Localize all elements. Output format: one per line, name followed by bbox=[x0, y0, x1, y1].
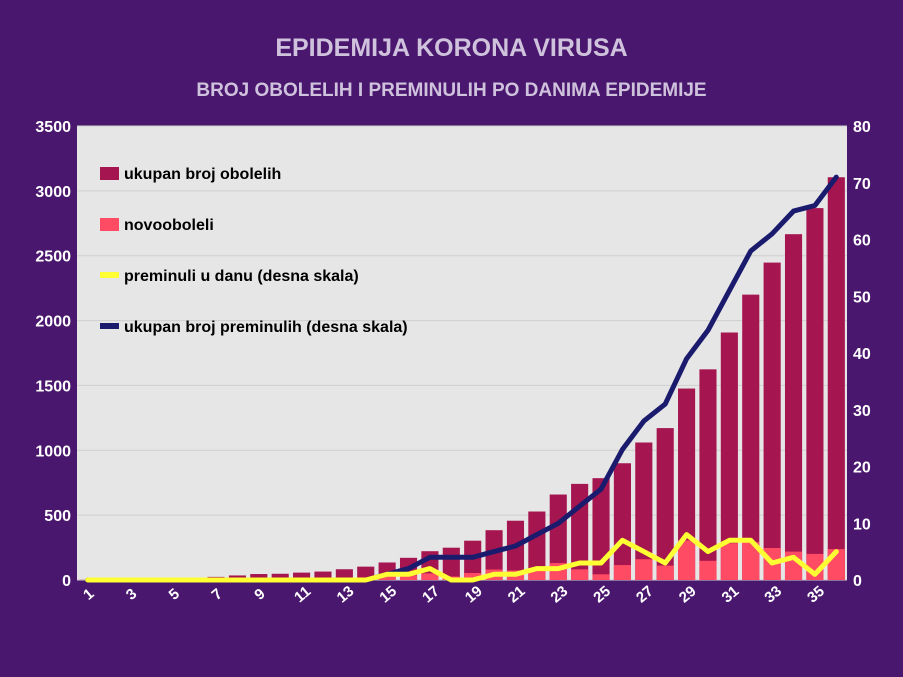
y-left-tick-label: 0 bbox=[62, 573, 71, 590]
x-tick-label: 27 bbox=[633, 583, 657, 607]
y-left-tick-label: 1000 bbox=[35, 443, 71, 460]
bar-total-cases bbox=[806, 208, 824, 581]
y-left-tick-label: 3000 bbox=[35, 184, 71, 201]
bar-new-cases bbox=[378, 575, 396, 580]
y-left-tick-label: 3500 bbox=[35, 119, 71, 136]
x-tick-label: 25 bbox=[590, 583, 614, 607]
y-left-tick-label: 2500 bbox=[35, 249, 71, 266]
bar-new-cases bbox=[635, 559, 653, 580]
bar-total-cases bbox=[335, 569, 353, 580]
bar-total-cases bbox=[763, 262, 781, 580]
y-right-tick-label: 80 bbox=[853, 119, 871, 136]
bar-total-cases bbox=[613, 463, 631, 580]
y-left-tick-label: 500 bbox=[44, 508, 71, 525]
bar-total-cases bbox=[549, 494, 567, 580]
bar-total-cases bbox=[678, 388, 696, 580]
x-tick-label: 17 bbox=[419, 583, 443, 607]
y-right-tick-label: 40 bbox=[853, 346, 871, 363]
x-tick-label: 9 bbox=[251, 585, 268, 603]
legend-label: ukupan broj obolelih bbox=[124, 166, 281, 183]
bar-new-cases bbox=[571, 569, 589, 580]
bar-total-cases bbox=[271, 573, 289, 580]
bar-total-cases bbox=[742, 294, 760, 580]
legend-swatch bbox=[100, 167, 119, 180]
bar-new-cases bbox=[720, 543, 738, 580]
x-tick-label: 15 bbox=[376, 583, 400, 607]
legend-label: ukupan broj preminulih (desna skala) bbox=[124, 319, 408, 336]
bar-new-cases bbox=[699, 560, 717, 580]
x-tick-label: 23 bbox=[548, 583, 572, 607]
bar-new-cases bbox=[464, 572, 482, 580]
legend-label: novooboleli bbox=[124, 217, 214, 234]
x-tick-label: 35 bbox=[804, 583, 828, 607]
x-tick-label: 19 bbox=[462, 583, 486, 607]
chart-title: EPIDEMIJA KORONA VIRUSA bbox=[275, 34, 628, 62]
legend-label: preminuli u danu (desna skala) bbox=[124, 268, 359, 285]
bar-total-cases bbox=[485, 530, 503, 580]
x-tick-label: 21 bbox=[505, 583, 529, 607]
line-daily-deaths bbox=[85, 532, 839, 583]
bar-total-cases bbox=[464, 540, 482, 580]
y-right-tick-label: 50 bbox=[853, 289, 871, 306]
x-tick-label: 1 bbox=[80, 585, 97, 603]
y-right-tick-label: 30 bbox=[853, 403, 871, 420]
y-right-tick-label: 10 bbox=[853, 516, 871, 533]
y-right-tick-label: 60 bbox=[853, 233, 871, 250]
x-tick-label: 29 bbox=[676, 583, 700, 607]
x-tick-label: 11 bbox=[291, 583, 314, 606]
x-tick-label: 31 bbox=[719, 583, 743, 607]
plot-area bbox=[77, 126, 847, 580]
y-right-tick-label: 70 bbox=[853, 176, 871, 193]
bar-total-cases bbox=[293, 572, 311, 580]
bar-total-cases bbox=[720, 332, 738, 580]
y-right-tick-label: 20 bbox=[853, 460, 871, 477]
x-tick-label: 5 bbox=[166, 585, 183, 603]
bar-total-cases bbox=[592, 478, 610, 580]
bar-new-cases bbox=[399, 575, 418, 580]
y-left-tick-label: 2000 bbox=[35, 314, 71, 331]
bar-total-cases bbox=[314, 571, 332, 580]
x-tick-label: 13 bbox=[334, 583, 358, 607]
chart-subtitle: BROJ OBOLELIH I PREMINULIH PO DANIMA EPI… bbox=[196, 80, 707, 101]
y-left-tick-label: 1500 bbox=[35, 378, 71, 395]
bar-total-cases bbox=[784, 234, 803, 581]
bar-total-cases bbox=[656, 428, 674, 580]
bar-total-cases bbox=[699, 369, 717, 580]
bar-new-cases bbox=[528, 570, 546, 580]
y-right-tick-label: 0 bbox=[853, 573, 862, 590]
bar-total-cases bbox=[528, 511, 546, 580]
legend-swatch bbox=[100, 272, 119, 278]
x-tick-label: 3 bbox=[123, 585, 140, 603]
bar-new-cases bbox=[656, 565, 674, 580]
bar-total-cases bbox=[827, 177, 845, 581]
bar-new-cases bbox=[613, 565, 631, 580]
bar-new-cases bbox=[678, 540, 696, 580]
bar-total-cases bbox=[250, 574, 268, 580]
legend-swatch bbox=[100, 323, 119, 329]
bar-new-cases bbox=[421, 573, 439, 580]
bar-total-cases bbox=[635, 442, 653, 580]
bar-new-cases bbox=[742, 542, 760, 580]
x-tick-label: 7 bbox=[208, 585, 225, 603]
x-tick-label: 33 bbox=[761, 583, 785, 607]
bar-new-cases bbox=[592, 574, 610, 580]
legend-swatch bbox=[100, 218, 119, 231]
bar-total-cases bbox=[506, 520, 525, 580]
